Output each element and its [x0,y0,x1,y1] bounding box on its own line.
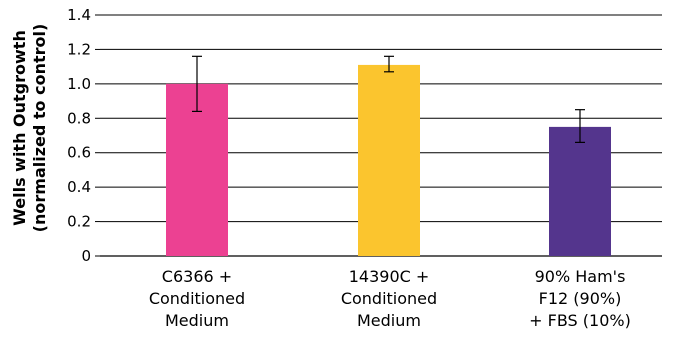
x-category-label: 90% Ham's [535,267,626,286]
error-bar [384,55,394,73]
error-bars [192,55,585,143]
bar [166,83,228,256]
y-tick-label: 0.2 [67,213,91,231]
y-tick-label: 1.0 [67,75,91,93]
x-category-label: Medium [357,311,421,330]
y-tick-label: 1.4 [67,6,91,24]
y-axis-label-line-2: (normalized to control) [30,24,49,233]
x-category-label: Conditioned [149,289,245,308]
x-category-label: + FBS (10%) [529,311,631,330]
x-category-label: Conditioned [341,289,437,308]
y-tick-label: 0.4 [67,178,91,196]
y-axis-ticks: 0 0.2 0.4 0.6 0.8 1.0 1.2 1.4 [67,6,100,265]
y-tick-label: 1.2 [67,40,91,58]
bars [166,64,611,257]
x-category-label: C6366 + [162,267,232,286]
x-axis-labels: C6366 + Conditioned Medium 14390C + Conditio… [149,267,631,330]
x-category-label: F12 (90%) [539,289,622,308]
y-axis-label: Wells with Outgrowth (normalized to cont… [10,24,49,233]
y-axis-label-line-1: Wells with Outgrowth [10,30,29,226]
bar [549,126,611,257]
error-bar [575,109,585,143]
bar [358,64,420,257]
x-category-label: Medium [165,311,229,330]
y-tick-label: 0.6 [67,144,91,162]
y-tick-label: 0.8 [67,109,91,127]
x-category-label: 14390C + [349,267,430,286]
error-bar [192,55,202,113]
y-tick-label: 0 [81,247,91,265]
